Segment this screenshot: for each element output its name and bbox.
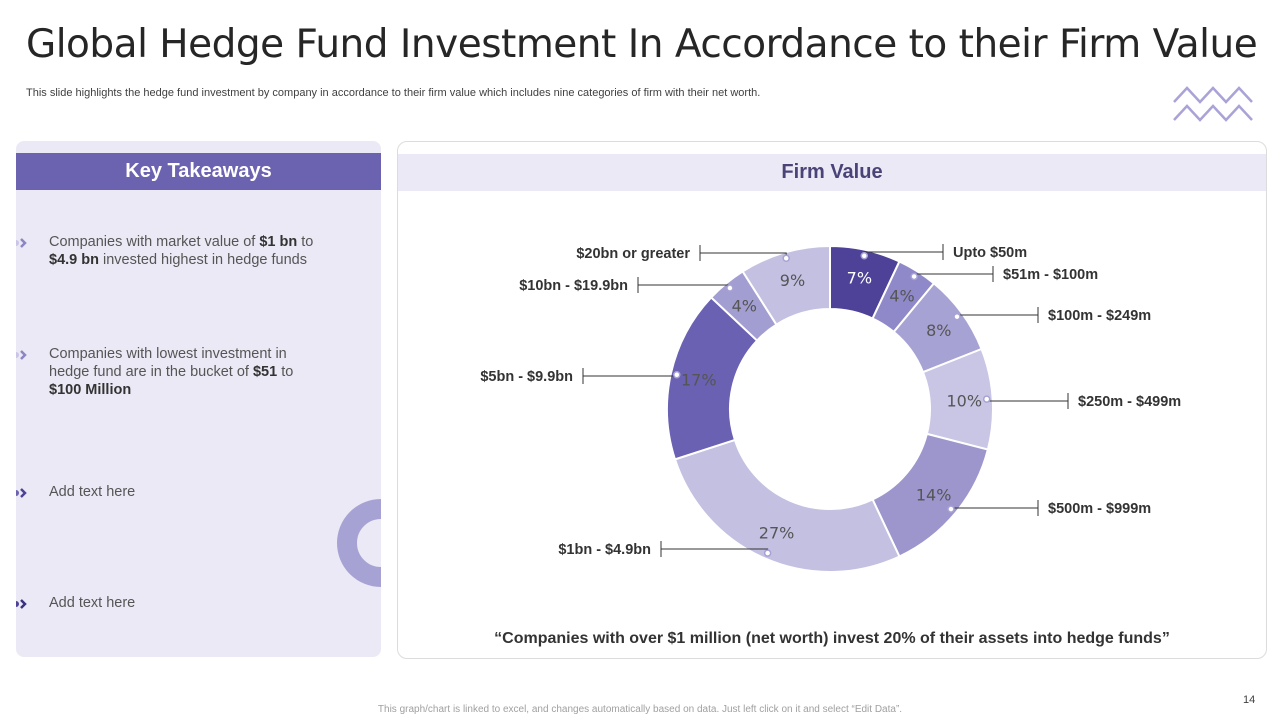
key-takeaways-panel: Key Takeaways Companies with market valu…: [16, 141, 381, 657]
slice-value-label: 9%: [780, 271, 805, 290]
takeaway-text: Companies with market value of $1 bn to …: [49, 234, 314, 268]
category-label: $100m - $249m: [1048, 308, 1151, 324]
zigzag-logo-icon: [1173, 86, 1253, 122]
bullet-arrow-icon: [16, 488, 27, 498]
page-number: 14: [1243, 694, 1256, 706]
slice-value-label: 4%: [889, 286, 914, 305]
category-label: $250m - $499m: [1078, 394, 1181, 410]
leader-dot: [910, 272, 918, 281]
leader-line: [950, 507, 1038, 510]
leader-dot: [726, 284, 734, 292]
slide-title: Global Hedge Fund Investment In Accordan…: [26, 22, 1258, 67]
leader-dot: [763, 549, 772, 557]
firm-value-heading: Firm Value: [398, 154, 1266, 191]
leader-line: [956, 314, 1038, 317]
slice-value-label: 10%: [946, 392, 982, 411]
slice-value-label: 8%: [926, 321, 951, 340]
leader-dot: [982, 395, 991, 403]
donut-slice: [741, 244, 831, 326]
leader-dot: [673, 371, 681, 379]
leader-dot: [953, 312, 961, 321]
footer-note: This graph/chart is linked to excel, and…: [377, 704, 903, 715]
bullet-arrow-icon: [16, 238, 27, 248]
category-label: $5bn - $9.9bn: [480, 369, 573, 385]
donut-slice: [673, 438, 901, 573]
slide-subtitle: This slide highlights the hedge fund inv…: [26, 87, 761, 99]
category-label: $20bn or greater: [576, 246, 690, 262]
bullet-arrow-icon: [16, 350, 27, 360]
category-label: $51m - $100m: [1003, 267, 1098, 283]
leader-dot: [782, 254, 790, 262]
decorative-ring-icon: [337, 499, 381, 587]
firm-value-quote: “Companies with over $1 million (net wor…: [494, 630, 1170, 647]
takeaway-text: Companies with lowest investment in hedg…: [49, 346, 294, 398]
category-label: $500m - $999m: [1048, 501, 1151, 517]
category-label: $1bn - $4.9bn: [558, 542, 651, 558]
leader-line: [638, 284, 731, 289]
slice-value-label: 7%: [847, 269, 872, 288]
bullet-arrow-icon: [16, 599, 27, 609]
takeaway-text: Add text here: [49, 484, 136, 500]
key-takeaways-heading: Key Takeaways: [16, 153, 381, 190]
slice-value-label: 4%: [732, 296, 757, 315]
takeaway-text: Add text here: [49, 595, 136, 611]
category-label: Upto $50m: [953, 245, 1027, 261]
leader-line: [583, 374, 678, 377]
slice-value-label: 17%: [681, 371, 717, 390]
slice-value-label: 14%: [916, 486, 952, 505]
category-label: $10bn - $19.9bn: [519, 278, 628, 294]
slice-value-label: 27%: [759, 523, 795, 542]
firm-value-panel: Firm Value 7% Upto $50m 4% $51m - $100m 8% $1…: [397, 141, 1267, 659]
leader-dot: [860, 252, 868, 260]
firm-value-donut-chart: 7% Upto $50m 4% $51m - $100m 8% $100m - $249m…: [480, 244, 1181, 573]
leader-line: [986, 399, 1068, 402]
leader-dot: [947, 505, 955, 513]
